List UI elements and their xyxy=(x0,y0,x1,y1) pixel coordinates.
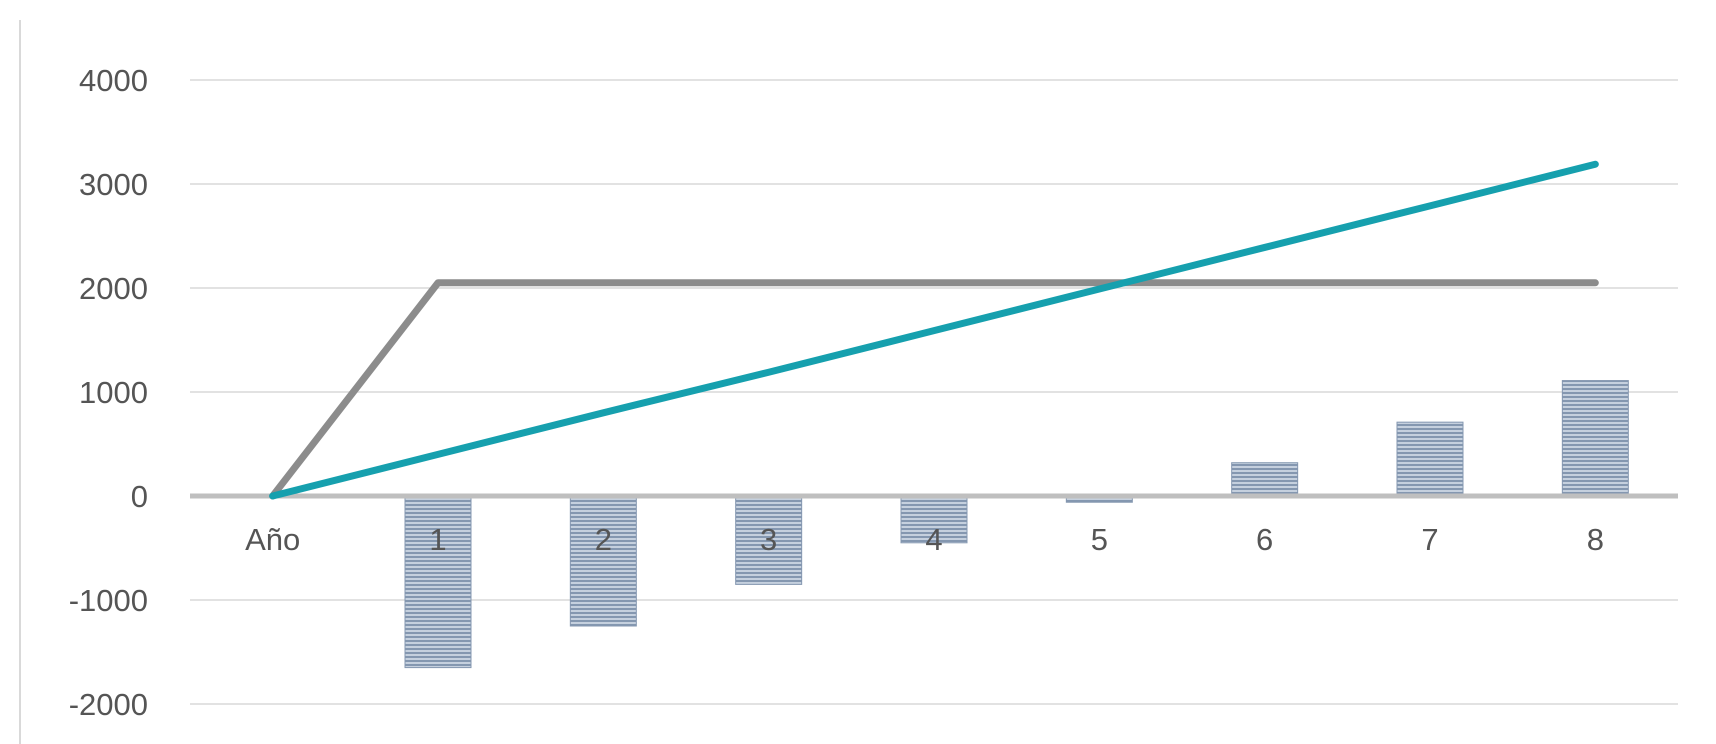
y-axis-tick-labels: 4000 3000 2000 1000 0 -1000 -2000 xyxy=(69,63,148,722)
line-series-2 xyxy=(269,160,1599,500)
x-tick-label: 7 xyxy=(1421,522,1438,557)
line-series xyxy=(269,160,1599,500)
bar-6 xyxy=(1231,462,1299,497)
x-tick-label: 2 xyxy=(595,522,612,557)
y-tick-label: 3000 xyxy=(79,167,148,202)
bar-2 xyxy=(569,495,637,627)
y-tick-label: -1000 xyxy=(69,583,148,618)
y-tick-label: -2000 xyxy=(69,687,148,722)
y-tick-label: 2000 xyxy=(79,271,148,306)
x-tick-label: 1 xyxy=(429,522,446,557)
bar-series xyxy=(404,380,1629,669)
bar-4 xyxy=(900,495,968,544)
y-tick-label: 1000 xyxy=(79,375,148,410)
bar-3 xyxy=(735,495,803,585)
y-tick-label: 0 xyxy=(131,479,148,514)
x-axis-tick-labels: Año 1 2 3 4 5 6 7 8 xyxy=(245,522,1604,557)
line-series-1 xyxy=(269,279,1599,500)
bar-8 xyxy=(1561,380,1629,497)
x-tick-label: Año xyxy=(245,522,300,557)
x-tick-label: 8 xyxy=(1587,522,1604,557)
y-tick-label: 4000 xyxy=(79,63,148,98)
x-tick-label: 3 xyxy=(760,522,777,557)
x-tick-label: 5 xyxy=(1091,522,1108,557)
bar-7 xyxy=(1396,421,1464,497)
bar-1 xyxy=(404,495,472,669)
x-tick-label: 6 xyxy=(1256,522,1273,557)
x-tick-label: 4 xyxy=(925,522,942,557)
